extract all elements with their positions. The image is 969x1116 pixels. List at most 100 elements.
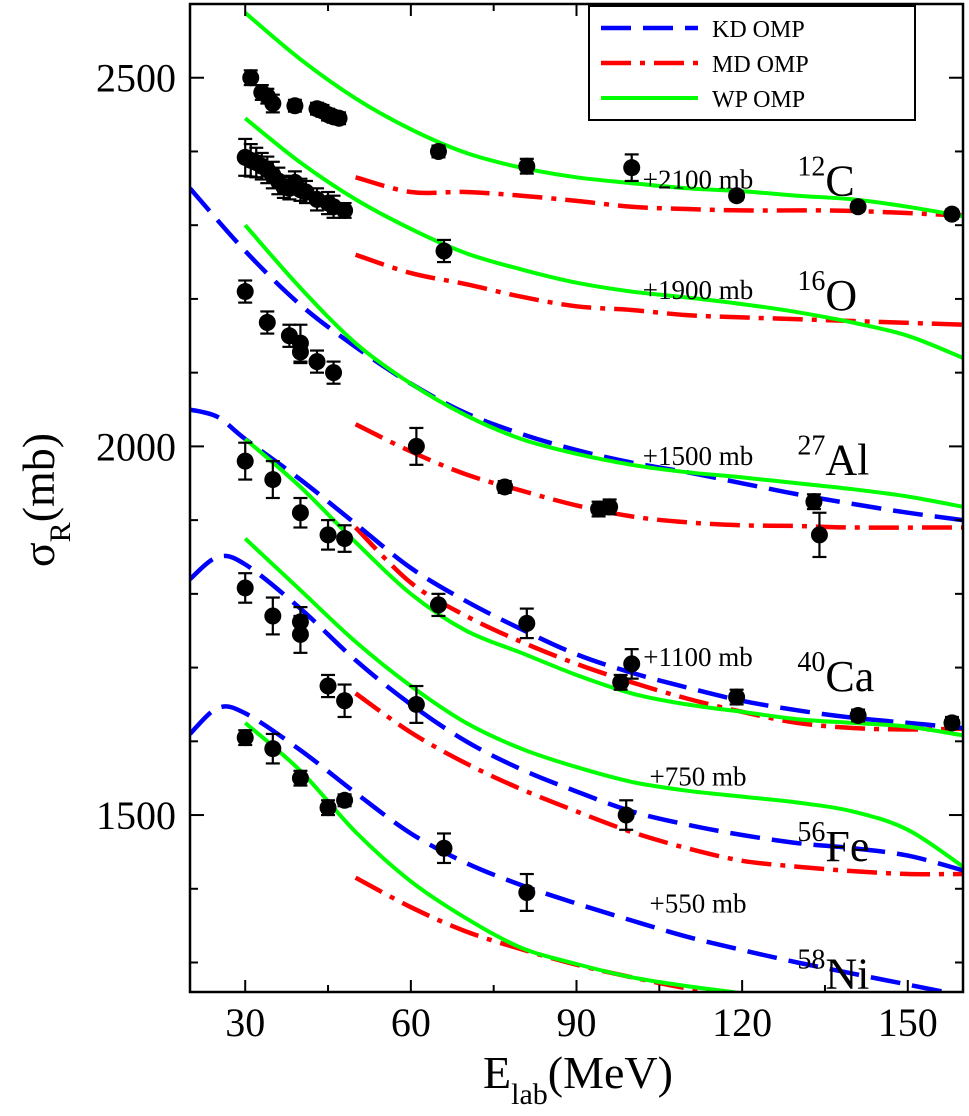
offset-annotation-ca: +1100 mb (643, 642, 752, 672)
data-point-fe (319, 673, 337, 699)
nucleus-symbol: C (825, 157, 854, 206)
data-marker (319, 799, 337, 817)
offset-annotation-c: +2100 mb (643, 164, 753, 194)
data-marker (623, 655, 641, 673)
data-marker (518, 614, 536, 632)
offset-annotation-al: +1500 mb (643, 441, 753, 471)
md-omp-curve-al (354, 422, 963, 530)
data-marker (264, 95, 282, 113)
data-point-c (429, 142, 447, 160)
legend: KD OMP MD OMP WP OMP (588, 5, 916, 121)
data-point-c (623, 153, 641, 183)
data-marker (518, 883, 536, 901)
nucleus-mass-number: 56 (797, 817, 825, 848)
axes-layer: 30 60 90 120 150 1500 2000 2500 Elab(MeV) σR(mb) (13, 2, 965, 1111)
data-marker (429, 142, 447, 160)
data-marker (264, 740, 282, 758)
nucleus-label-ca: 40Ca (797, 647, 874, 701)
data-marker (336, 692, 354, 710)
data-marker (336, 791, 354, 809)
data-marker (849, 198, 867, 216)
data-marker (435, 242, 453, 260)
data-point-ni (291, 769, 309, 787)
data-marker (236, 283, 254, 301)
data-point-al (236, 279, 254, 304)
data-marker (943, 205, 961, 223)
wp-omp-curve-c (243, 11, 963, 219)
data-marker (623, 159, 641, 177)
data-point-c (286, 97, 304, 115)
data-marker (291, 769, 309, 787)
data-point-al (601, 498, 619, 516)
nucleus-symbol: Fe (825, 822, 869, 871)
data-point-ca (291, 496, 309, 529)
data-point-ni (319, 799, 337, 817)
wp-omp-curve-o (243, 116, 963, 360)
data-point-fe (617, 799, 635, 831)
data-marker (728, 688, 746, 706)
y-axis-title: σR(mb) (13, 433, 77, 567)
data-marker (336, 201, 354, 219)
data-point-ni (518, 872, 536, 912)
data-marker (518, 157, 536, 175)
x-tick-label: 90 (557, 1000, 597, 1045)
data-marker (258, 314, 276, 332)
nucleus-label-o: 16O (797, 266, 857, 320)
data-point-ni (336, 791, 354, 809)
legend-label-wp: WP OMP (712, 87, 805, 113)
md-omp-curve-fe (354, 691, 963, 877)
data-point-c (943, 205, 961, 223)
series-layer (190, 11, 963, 992)
data-marker (407, 437, 425, 455)
y-axis-unit: (mb) (13, 433, 64, 522)
x-axis-title: Elab(MeV) (483, 1047, 673, 1111)
nucleus-mass-number: 58 (797, 944, 825, 975)
kd-omp-curve-al (190, 186, 963, 523)
data-marker (291, 625, 309, 643)
data-point-fe (264, 596, 282, 636)
nucleus-symbol: Al (825, 435, 869, 484)
data-marker (943, 714, 961, 732)
y-tick-label: 2000 (96, 424, 176, 469)
data-marker (264, 471, 282, 489)
data-marker (336, 530, 354, 548)
data-point-ca (319, 519, 337, 551)
data-marker (330, 109, 348, 127)
md-omp-curve-c (355, 175, 963, 218)
kd-omp-curve-ca (190, 407, 963, 731)
data-marker (612, 673, 630, 691)
data-point-ca (623, 648, 641, 680)
kd-omp-curve-fe (190, 553, 963, 873)
kd-omp-curve-ni (190, 704, 957, 992)
wp-omp-curve-ca (243, 437, 963, 738)
data-marker (728, 187, 746, 205)
legend-label-kd: KD OMP (712, 17, 805, 43)
nucleus-mass-number: 27 (797, 430, 825, 461)
offset-annotation-o: +1900 mb (643, 275, 753, 305)
data-point-c (242, 69, 260, 87)
data-marker (810, 526, 828, 544)
data-point-ca (236, 441, 254, 481)
data-point-ca (518, 607, 536, 640)
data-point-ca (728, 688, 746, 706)
data-point-ca (429, 592, 447, 618)
y-tick-label: 2500 (96, 56, 176, 101)
data-marker (496, 478, 514, 496)
offset-annotation-fe: +750 mb (649, 762, 746, 792)
data-point-ni (264, 732, 282, 765)
data-marker (319, 526, 337, 544)
data-marker (601, 498, 619, 516)
y-tick-label: 1500 (96, 793, 176, 838)
nucleus-mass-number: 40 (797, 647, 825, 678)
nucleus-symbol: Ca (825, 652, 874, 701)
data-point-o (336, 201, 354, 219)
data-point-al (258, 310, 276, 335)
data-point-fe (336, 683, 354, 719)
data-marker (308, 353, 326, 371)
data-point-o (435, 238, 453, 264)
data-point-ca (336, 524, 354, 553)
legend-label-md: MD OMP (712, 52, 809, 78)
data-point-c (264, 93, 282, 114)
data-marker (435, 839, 453, 857)
data-marker (236, 452, 254, 470)
